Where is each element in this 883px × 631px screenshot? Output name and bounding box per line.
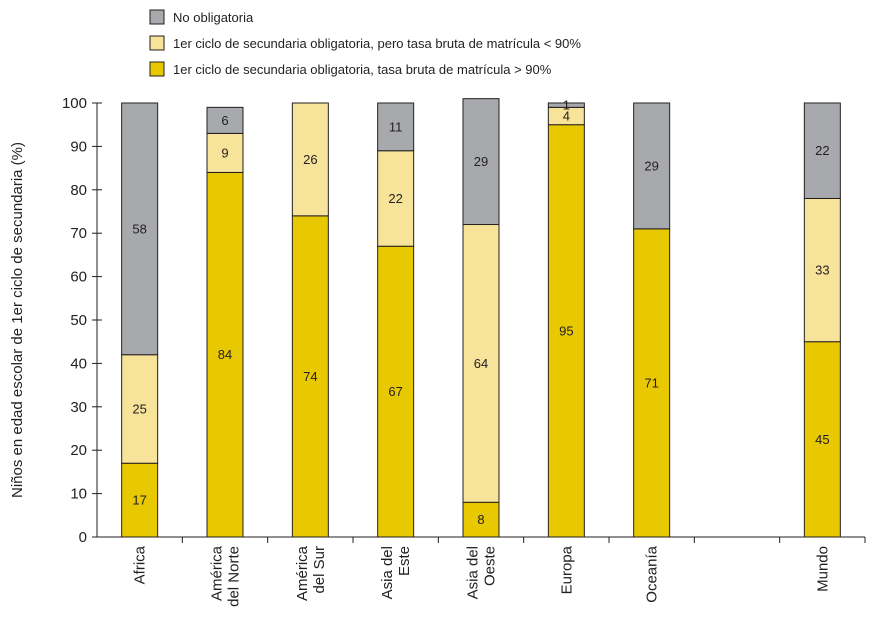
x-category-label: América — [294, 545, 311, 601]
y-tick-label: 70 — [70, 225, 87, 242]
data-label: 29 — [474, 154, 488, 169]
y-tick-label: 30 — [70, 399, 87, 416]
bar-segment — [633, 102, 671, 230]
bar-segment — [121, 462, 159, 538]
legend: No obligatoria 1er ciclo de secundaria ob… — [149, 9, 581, 77]
x-category-label: Oeste — [482, 546, 499, 586]
data-label: 17 — [132, 493, 146, 508]
data-label: 22 — [815, 143, 829, 158]
data-label: 64 — [474, 356, 488, 371]
x-category-label: del Norte — [226, 546, 243, 607]
bar-segment — [121, 354, 159, 464]
x-category-label: Mundo — [814, 546, 831, 592]
y-tick-label: 40 — [70, 355, 87, 372]
bar-segment — [462, 98, 500, 226]
data-label: 9 — [221, 145, 228, 160]
x-category-label: Asia del — [465, 546, 482, 599]
legend-swatch — [149, 9, 165, 25]
legend-label: 1er ciclo de secundaria obligatoria, tas… — [173, 62, 552, 77]
data-label: 74 — [303, 369, 317, 384]
y-tick-label: 100 — [62, 95, 87, 112]
data-label: 58 — [132, 221, 146, 236]
data-label: 1 — [563, 98, 570, 113]
x-category-label: Asia del — [379, 546, 396, 599]
bar-segment — [291, 102, 329, 217]
data-label: 22 — [388, 191, 402, 206]
data-label: 84 — [218, 347, 232, 362]
x-category-label: América — [209, 545, 226, 601]
bar-segment — [377, 102, 415, 152]
y-axis-label: Niños en edad escolar de 1er ciclo de se… — [9, 142, 26, 498]
x-category-label: Este — [396, 546, 413, 576]
legend-label: No obligatoria — [173, 10, 254, 25]
y-tick-label: 90 — [70, 138, 87, 155]
bar-segment — [547, 102, 585, 108]
bar-segment — [633, 228, 671, 538]
bars: 17 25 58 84 9 6 74 26 67 22 11 8 64 29 95 41 71 29 45 33 22 — [121, 98, 841, 538]
bar-segment — [462, 501, 500, 538]
y-tick-label: 10 — [70, 486, 87, 503]
bar-segment — [206, 171, 244, 538]
y-tick-label: 0 — [79, 529, 87, 546]
data-label: 6 — [221, 113, 228, 128]
y-tick-label: 80 — [70, 182, 87, 199]
data-label: 25 — [132, 401, 146, 416]
data-label: 8 — [477, 512, 484, 527]
legend-label: 1er ciclo de secundaria obligatoria, per… — [173, 36, 581, 51]
bar-segment — [206, 132, 244, 173]
x-category-label: Oceanía — [644, 545, 661, 602]
x-category-label: Europa — [558, 545, 575, 594]
bar-segment — [803, 341, 841, 538]
y-tick-label: 20 — [70, 442, 87, 459]
legend-swatch — [149, 61, 165, 77]
data-label: 26 — [303, 152, 317, 167]
data-label: 67 — [388, 384, 402, 399]
bar-segment — [377, 150, 415, 247]
data-label: 33 — [815, 263, 829, 278]
data-label: 4 — [563, 109, 570, 124]
y-tick-label: 60 — [70, 269, 87, 286]
x-category-label: Africa — [132, 545, 149, 584]
bar-segment — [803, 197, 841, 343]
bar-segment — [462, 224, 500, 503]
data-label: 95 — [559, 323, 573, 338]
legend-swatch — [149, 35, 165, 51]
data-label: 71 — [644, 375, 658, 390]
bar-segment — [547, 124, 585, 538]
bar-segment — [206, 106, 244, 134]
bar-segment — [121, 102, 159, 356]
data-label: 45 — [815, 432, 829, 447]
data-label: 11 — [389, 119, 403, 134]
x-category-label: del Sur — [311, 546, 328, 594]
y-tick-label: 50 — [70, 312, 87, 329]
data-label: 29 — [644, 158, 658, 173]
bar-segment — [803, 102, 841, 199]
